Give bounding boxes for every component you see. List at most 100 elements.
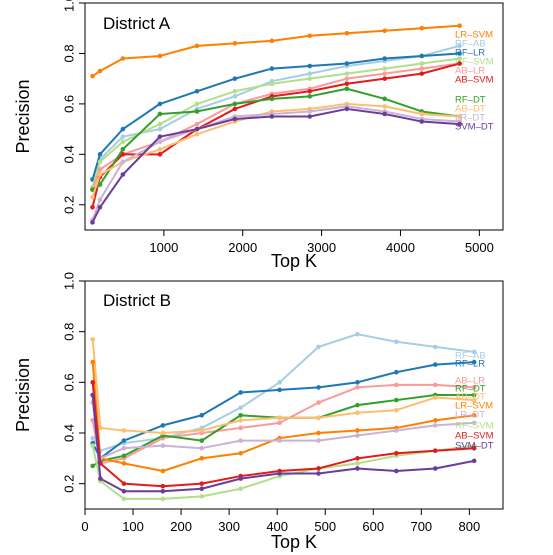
panel1-series-point — [419, 66, 425, 71]
panel1-series-point — [157, 134, 163, 139]
panel1-x-tick-label: 3000 — [307, 240, 336, 255]
panel2-series-point — [471, 385, 477, 390]
panel1-series-point — [194, 101, 200, 107]
panel2-series-point — [277, 420, 282, 426]
panel2-series-label: AB–DT — [455, 392, 486, 403]
panel1-series-point — [269, 81, 275, 87]
panel2-series-point — [355, 402, 360, 408]
panel2-series-line — [91, 382, 475, 488]
panel1-series-line — [91, 107, 460, 223]
panel1-series-point — [344, 71, 350, 76]
panel2-series-label: LR–DT — [455, 410, 485, 421]
panel1-series-point — [382, 56, 387, 61]
panel1-series-line — [91, 62, 460, 208]
panel2-series-point — [90, 443, 95, 448]
panel1-series-point — [97, 205, 103, 210]
panel2-series-point — [121, 481, 127, 486]
panel1-series-point — [457, 43, 462, 49]
panel2-series-point — [394, 428, 399, 433]
panel2-series-line — [91, 339, 475, 434]
panel2-series-point — [471, 412, 477, 418]
panel1-series-point — [232, 41, 238, 46]
panel1-x-tick-label: 4000 — [386, 240, 415, 255]
panel2-series-point — [316, 415, 321, 421]
panel2: 0 100 200 300 400 500 600 700 800 0.2 0.4 0.6 0.8 1.0… — [13, 272, 504, 552]
panel2-series-label: LR–SVM — [455, 401, 493, 412]
panel2-series-label: SVM–DT — [455, 441, 494, 452]
panel1-series-point — [194, 43, 200, 49]
panel1-series-point — [232, 116, 238, 122]
panel1-plot-frame — [84, 2, 504, 231]
panel2-series-point — [90, 336, 95, 342]
panel1-series-point — [457, 114, 462, 119]
panel2-series-point — [238, 425, 243, 431]
panel2-series-point — [160, 496, 166, 502]
panel2-series-point — [394, 339, 399, 345]
panel1-series-point — [120, 139, 126, 145]
panel1-series-line — [91, 44, 460, 180]
panel2-series-line — [91, 394, 475, 493]
panel2-series-point — [471, 349, 477, 355]
panel1-series-point — [344, 61, 350, 66]
panel1-series-line — [91, 87, 460, 191]
panel2-series-point — [277, 380, 282, 385]
panel2-series-label: RF–SVM — [455, 421, 494, 432]
panel1-series-label: RF–DT — [455, 95, 486, 106]
panel2-series-point — [432, 418, 438, 423]
panel2-x-axis-label: Top K — [271, 532, 317, 552]
panel2-x-tick-label: 600 — [362, 519, 384, 534]
panel2-series-point — [238, 412, 243, 418]
panel2-series-point — [432, 362, 438, 367]
panel1-series-label: RF–SVM — [455, 57, 494, 68]
panel1-series-point — [157, 152, 163, 157]
panel2-series-point — [90, 463, 95, 469]
panel1-series-point — [157, 126, 163, 132]
panel2-series-point — [355, 428, 360, 433]
panel1-series-point — [382, 28, 387, 34]
panel2-series-point — [471, 359, 477, 365]
panel2-series-point — [432, 423, 438, 428]
panel2-y-tick-label: 0.8 — [61, 323, 76, 341]
panel2-series-line — [91, 402, 475, 460]
panel2-series-point — [432, 466, 438, 471]
panel1-series-point — [232, 88, 238, 94]
panel1-series — [90, 56, 462, 190]
panel2-series-point — [90, 435, 95, 441]
panel1-x-axis-label: Top K — [271, 251, 317, 271]
panel1-y-tick-label: 0.6 — [61, 95, 76, 113]
panel1-series-point — [157, 121, 163, 127]
panel1-series-point — [269, 38, 275, 44]
panel1-series-point — [307, 88, 313, 94]
panel2-series-point — [355, 456, 360, 461]
panel1-series-point — [344, 106, 350, 112]
panel1-series-point — [269, 96, 275, 102]
panel2-x-tick-label: 200 — [170, 519, 192, 534]
panel1-y-tick-label: 0.4 — [61, 145, 76, 163]
panel2-series-point — [121, 453, 127, 459]
panel1-series-point — [307, 63, 313, 69]
panel2-series-point — [121, 496, 127, 502]
panel1-series-point — [120, 159, 126, 165]
panel2-series — [90, 331, 477, 454]
panel2-series-point — [238, 476, 243, 481]
panel1-y-axis-label: Precision — [13, 79, 33, 153]
panel1-series-point — [90, 73, 95, 79]
panel2-y-tick-label: 0.4 — [61, 424, 76, 442]
panel1-series-point — [457, 56, 462, 61]
panel2-series-point — [160, 443, 166, 448]
panel1-y-tick-label: 0.8 — [61, 44, 76, 62]
panel2-series-point — [471, 445, 477, 451]
panel1-series-label: SVM–DT — [455, 122, 494, 133]
panel2-series-point — [432, 382, 438, 388]
panel2-series-point — [199, 481, 205, 486]
panel2-series-point — [394, 450, 399, 456]
panel2-title: District B — [103, 291, 171, 310]
panel2-series-point — [98, 476, 103, 481]
panel2-series-point — [471, 420, 477, 426]
panel1-series-line — [91, 57, 460, 188]
panel1-series-point — [120, 56, 126, 61]
panel2-series-point — [394, 369, 399, 375]
panel2-series-point — [90, 392, 95, 398]
panel2-series-point — [355, 410, 360, 416]
panel1-series-point — [307, 109, 313, 114]
